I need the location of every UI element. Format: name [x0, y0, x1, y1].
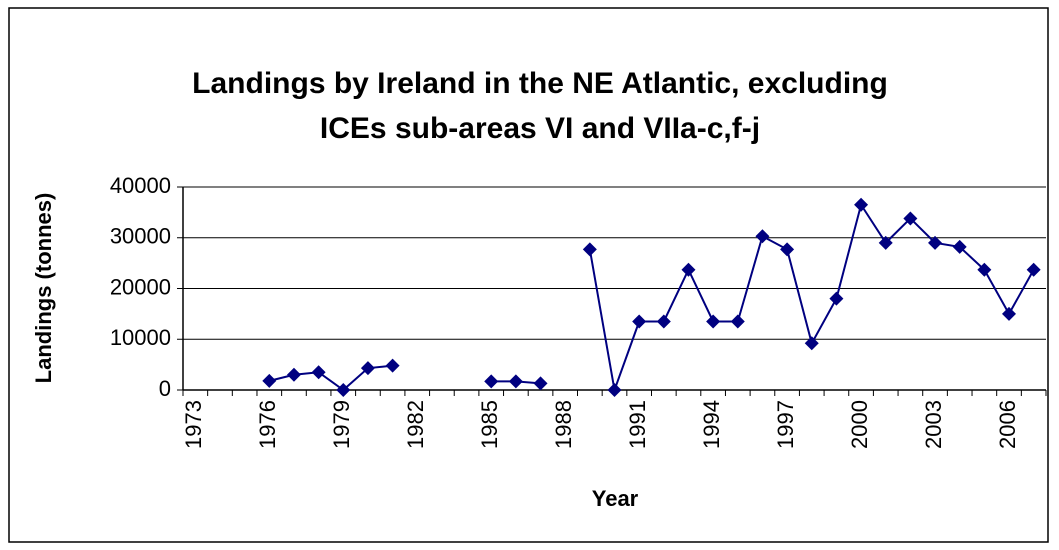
- chart-border: [8, 7, 1049, 543]
- data-point: [336, 383, 351, 397]
- data-point: [484, 374, 499, 389]
- y-tick-label: 40000: [110, 173, 171, 198]
- data-point: [311, 365, 326, 380]
- y-axis-title: Landings (tonnes): [31, 193, 56, 384]
- data-point: [854, 197, 869, 212]
- x-axis-title: Year: [592, 486, 639, 511]
- data-point: [533, 376, 548, 391]
- y-tick-label: 0: [159, 376, 171, 401]
- data-point: [977, 262, 992, 277]
- x-tick-label: 1979: [329, 400, 354, 449]
- data-point: [508, 374, 523, 389]
- data-point: [903, 211, 918, 226]
- data-point: [829, 291, 844, 306]
- data-point: [582, 242, 597, 257]
- data-point: [681, 262, 696, 277]
- data-point: [755, 229, 770, 244]
- chart-title: Landings by Ireland in the NE Atlantic, …: [192, 67, 888, 100]
- data-point: [706, 314, 721, 329]
- x-tick-label: 1994: [699, 400, 724, 449]
- x-tick-label: 1991: [625, 400, 650, 449]
- data-point: [780, 242, 795, 257]
- data-point: [360, 361, 375, 376]
- y-tick-label: 20000: [110, 274, 171, 299]
- data-point: [952, 239, 967, 254]
- data-point: [385, 358, 400, 373]
- data-point: [286, 367, 301, 382]
- data-point: [928, 235, 943, 250]
- chart-title: ICEs sub-areas VI and VIIa-c,f-j: [320, 112, 760, 145]
- data-point: [262, 373, 277, 388]
- y-tick-label: 10000: [110, 325, 171, 350]
- x-tick-label: 1982: [403, 400, 428, 449]
- x-tick-label: 2003: [921, 400, 946, 449]
- data-point: [730, 314, 745, 329]
- y-tick-label: 30000: [110, 224, 171, 249]
- x-tick-label: 1976: [255, 400, 280, 449]
- x-tick-label: 2000: [847, 400, 872, 449]
- data-point: [878, 235, 893, 250]
- x-tick-label: 1988: [551, 400, 576, 449]
- data-point: [1002, 306, 1017, 321]
- x-tick-label: 1997: [773, 400, 798, 449]
- data-point: [1026, 262, 1041, 277]
- x-tick-label: 2006: [995, 400, 1020, 449]
- data-point: [607, 383, 622, 397]
- data-point: [804, 336, 819, 351]
- x-tick-label: 1973: [181, 400, 206, 449]
- x-tick-label: 1985: [477, 400, 502, 449]
- data-point: [632, 314, 647, 329]
- data-point: [656, 314, 671, 329]
